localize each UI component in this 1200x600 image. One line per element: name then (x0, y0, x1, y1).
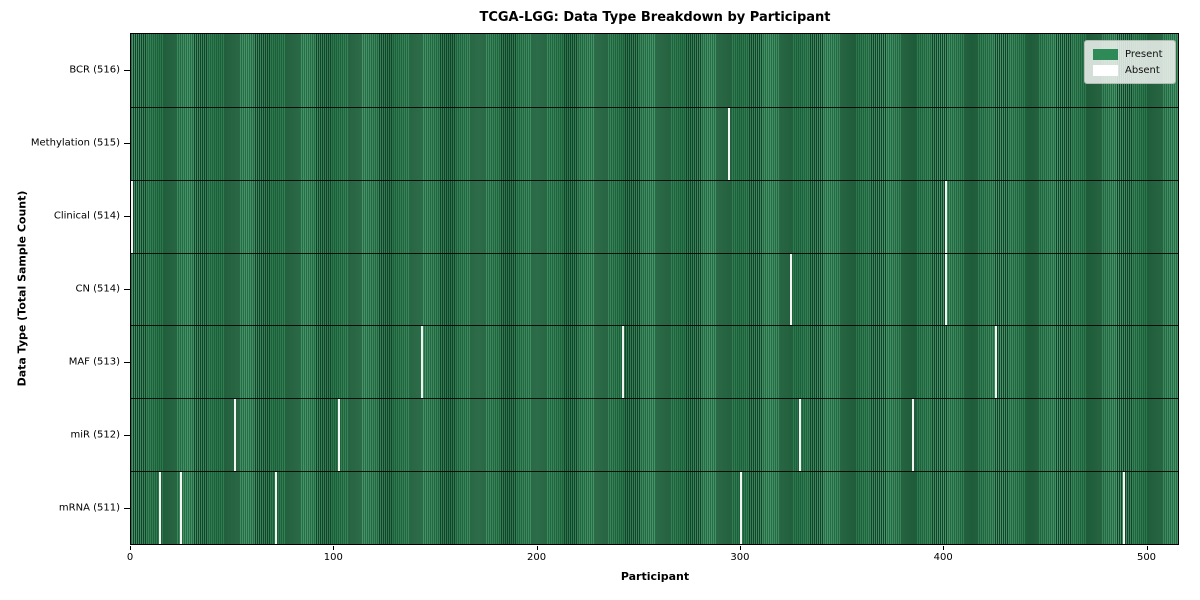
datatype-row-CN (131, 252, 1178, 326)
legend-label-absent: Absent (1125, 64, 1160, 76)
legend-label-present: Present (1125, 48, 1163, 60)
absent-gap-miR-102 (337, 399, 340, 472)
xtick-mark-0 (130, 546, 131, 550)
xtick-label-400: 400 (933, 552, 953, 563)
xtick-label-500: 500 (1136, 552, 1157, 563)
ytick-mark-MAF (124, 362, 130, 364)
legend-item-present: Present (1093, 46, 1167, 62)
absent-gap-mRNA-14 (159, 472, 162, 544)
xtick-mark-200 (536, 546, 538, 550)
absent-swatch (1093, 64, 1118, 76)
x-axis-label: Participant (620, 570, 690, 583)
ytick-mark-mRNA (124, 508, 130, 510)
absent-gap-miR-329 (798, 399, 801, 472)
chart-title: TCGA-LGG: Data Type Breakdown by Partici… (479, 10, 831, 25)
legend-item-absent: Absent (1093, 62, 1167, 78)
xtick-mark-500 (1146, 546, 1148, 550)
absent-gap-miR-51 (234, 399, 237, 472)
absent-gap-miR-385 (912, 399, 915, 472)
absent-gap-mRNA-300 (739, 472, 742, 544)
absent-gap-mRNA-71 (275, 472, 278, 544)
absent-gap-Methylation-294 (727, 107, 730, 180)
absent-gap-MAF-242 (622, 326, 625, 399)
ytick-label-MAF: MAF (513) (68, 356, 120, 368)
datatype-row-BCR (131, 34, 1178, 107)
absent-gap-CN-401 (944, 253, 947, 326)
absent-gap-CN-325 (790, 253, 793, 326)
xtick-mark-300 (739, 546, 741, 550)
ytick-mark-CN (124, 289, 130, 290)
datatype-row-miR (131, 398, 1178, 472)
datatype-row-Methylation (131, 106, 1178, 180)
absent-gap-MAF-426 (995, 326, 998, 399)
present-swatch (1093, 48, 1118, 60)
absent-gap-mRNA-489 (1123, 472, 1126, 544)
ytick-label-CN: CN (514) (75, 283, 120, 295)
datatype-row-mRNA (131, 471, 1178, 544)
plot-area (130, 33, 1179, 545)
xtick-label-0: 0 (126, 552, 134, 563)
xtick-label-100: 100 (323, 552, 343, 563)
xtick-label-300: 300 (730, 552, 750, 563)
ytick-label-Methylation: Methylation (515) (30, 137, 120, 149)
legend: Present Absent (1084, 40, 1176, 84)
ytick-mark-Methylation (124, 142, 130, 144)
absent-gap-MAF-143 (421, 326, 424, 399)
ytick-label-BCR: BCR (516) (69, 64, 120, 76)
xtick-mark-100 (333, 546, 335, 550)
ytick-mark-miR (124, 435, 130, 437)
absent-gap-Clinical-401 (944, 180, 947, 253)
absent-gap-mRNA-24 (179, 472, 182, 544)
ytick-mark-BCR (124, 69, 130, 71)
ytick-label-miR: miR (512) (70, 429, 120, 441)
ytick-label-mRNA: mRNA (511) (58, 502, 120, 514)
datatype-row-Clinical (131, 179, 1178, 253)
ytick-label-Clinical: Clinical (514) (53, 210, 120, 222)
ytick-mark-Clinical (124, 215, 130, 217)
xtick-label-200: 200 (527, 552, 547, 563)
xtick-mark-400 (943, 546, 945, 550)
datatype-row-MAF (131, 325, 1178, 399)
absent-gap-Clinical-0 (131, 180, 133, 253)
